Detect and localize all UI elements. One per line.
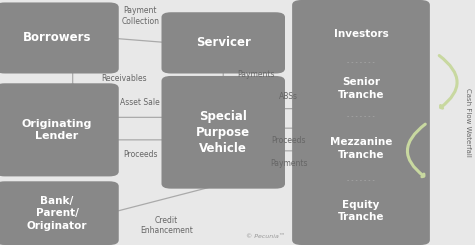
Text: Mezzanine
Tranche: Mezzanine Tranche	[330, 137, 392, 159]
FancyBboxPatch shape	[0, 83, 119, 176]
Text: Senior
Tranche: Senior Tranche	[338, 77, 384, 100]
FancyBboxPatch shape	[162, 12, 285, 74]
Text: Receivables: Receivables	[101, 74, 147, 83]
Text: Cash Flow Waterfall: Cash Flow Waterfall	[465, 88, 471, 157]
Text: Asset Sale: Asset Sale	[120, 98, 160, 107]
Text: - - - - - - -: - - - - - - -	[347, 178, 375, 183]
FancyBboxPatch shape	[292, 0, 430, 245]
Text: Servicer: Servicer	[196, 36, 251, 49]
Text: Proceeds: Proceeds	[123, 150, 157, 159]
Text: Credit
Enhancement: Credit Enhancement	[140, 216, 193, 235]
Text: - - - - - - -: - - - - - - -	[347, 60, 375, 65]
Text: © Pecunia™: © Pecunia™	[247, 234, 285, 239]
Text: Payment
Collection: Payment Collection	[121, 6, 159, 26]
Text: Originating
Lender: Originating Lender	[22, 119, 92, 141]
FancyBboxPatch shape	[162, 76, 285, 189]
Text: Bank/
Parent/
Originator: Bank/ Parent/ Originator	[27, 196, 87, 231]
Text: Payments: Payments	[270, 159, 307, 168]
Text: ABSs: ABSs	[279, 92, 298, 101]
Text: Investors: Investors	[333, 29, 389, 39]
Text: Payments: Payments	[238, 70, 275, 79]
Text: - - - - - - -: - - - - - - -	[347, 114, 375, 119]
Text: Equity
Tranche: Equity Tranche	[338, 199, 384, 222]
FancyBboxPatch shape	[0, 181, 119, 245]
FancyBboxPatch shape	[0, 2, 119, 74]
Text: Special
Purpose
Vehicle: Special Purpose Vehicle	[196, 110, 250, 155]
Text: Proceeds: Proceeds	[271, 136, 306, 145]
Text: Borrowers: Borrowers	[23, 31, 91, 45]
